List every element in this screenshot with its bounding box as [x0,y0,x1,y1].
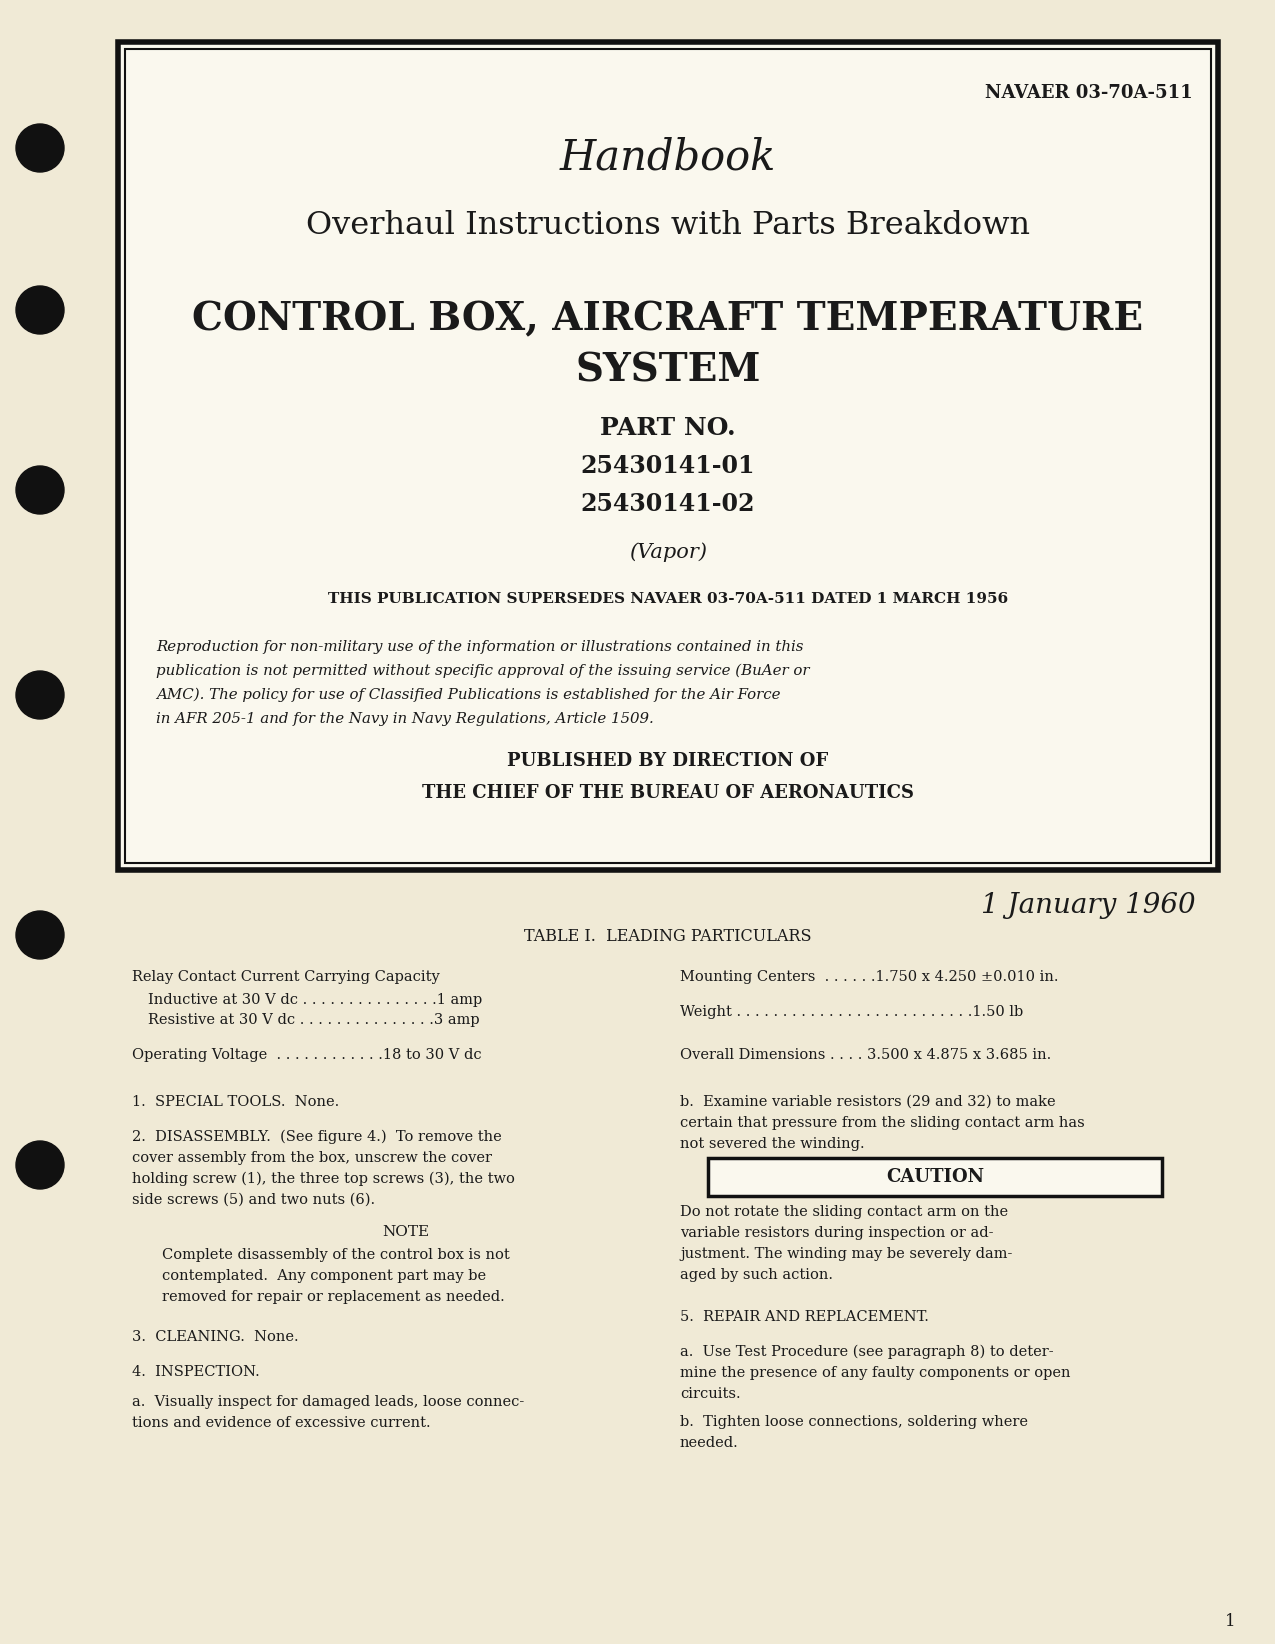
Text: 1 January 1960: 1 January 1960 [982,893,1196,919]
Text: 25430141-01: 25430141-01 [580,454,755,478]
Bar [125,49,1211,863]
Text: THIS PUBLICATION SUPERSEDES NAVAER 03-70A-511 DATED 1 MARCH 1956: THIS PUBLICATION SUPERSEDES NAVAER 03-70… [328,592,1009,607]
Text: 2.  DISASSEMBLY.  (See figure 4.)  To remove the: 2. DISASSEMBLY. (See figure 4.) To remov… [133,1129,502,1144]
Text: NOTE: NOTE [382,1225,430,1240]
Text: side screws (5) and two nuts (6).: side screws (5) and two nuts (6). [133,1194,375,1207]
Text: holding screw (1), the three top screws (3), the two: holding screw (1), the three top screws … [133,1172,515,1187]
Text: TABLE I.  LEADING PARTICULARS: TABLE I. LEADING PARTICULARS [524,927,812,945]
Text: removed for repair or replacement as needed.: removed for repair or replacement as nee… [162,1291,505,1304]
Circle shape [17,465,64,515]
Text: Reproduction for non-military use of the information or illustrations contained : Reproduction for non-military use of the… [156,640,803,654]
Text: PUBLISHED BY DIRECTION OF: PUBLISHED BY DIRECTION OF [507,751,829,769]
Text: Operating Voltage  . . . . . . . . . . . .18 to 30 V dc: Operating Voltage . . . . . . . . . . . … [133,1047,482,1062]
Text: 25430141-02: 25430141-02 [580,492,755,516]
Text: Mounting Centers  . . . . . .1.750 x 4.250 ±0.010 in.: Mounting Centers . . . . . .1.750 x 4.25… [680,970,1058,985]
Text: Relay Contact Current Carrying Capacity: Relay Contact Current Carrying Capacity [133,970,440,985]
Text: SYSTEM: SYSTEM [575,352,761,390]
Text: contemplated.  Any component part may be: contemplated. Any component part may be [162,1269,486,1282]
Text: THE CHIEF OF THE BUREAU OF AERONAUTICS: THE CHIEF OF THE BUREAU OF AERONAUTICS [422,784,914,802]
Text: 1: 1 [1225,1613,1235,1629]
Text: Resistive at 30 V dc . . . . . . . . . . . . . . .3 amp: Resistive at 30 V dc . . . . . . . . . .… [148,1013,479,1028]
Text: not severed the winding.: not severed the winding. [680,1138,864,1151]
Text: Complete disassembly of the control box is not: Complete disassembly of the control box … [162,1248,510,1263]
Circle shape [17,123,64,173]
Text: needed.: needed. [680,1435,738,1450]
Text: in AFR 205-1 and for the Navy in Navy Regulations, Article 1509.: in AFR 205-1 and for the Navy in Navy Re… [156,712,654,727]
Text: variable resistors during inspection or ad-: variable resistors during inspection or … [680,1226,993,1240]
Circle shape [17,1141,64,1189]
Text: Do not rotate the sliding contact arm on the: Do not rotate the sliding contact arm on… [680,1205,1009,1218]
Text: mine the presence of any faulty components or open: mine the presence of any faulty componen… [680,1366,1071,1379]
Text: justment. The winding may be severely dam-: justment. The winding may be severely da… [680,1248,1012,1261]
Text: 4.  INSPECTION.: 4. INSPECTION. [133,1365,260,1379]
Text: tions and evidence of excessive current.: tions and evidence of excessive current. [133,1415,431,1430]
Text: Weight . . . . . . . . . . . . . . . . . . . . . . . . . .1.50 lb: Weight . . . . . . . . . . . . . . . . .… [680,1004,1024,1019]
Text: CONTROL BOX, AIRCRAFT TEMPERATURE: CONTROL BOX, AIRCRAFT TEMPERATURE [193,299,1144,339]
Text: a.  Use Test Procedure (see paragraph 8) to deter-: a. Use Test Procedure (see paragraph 8) … [680,1345,1053,1360]
Circle shape [17,671,64,718]
FancyBboxPatch shape [708,1157,1162,1195]
Text: Handbook: Handbook [560,136,776,179]
Text: b.  Tighten loose connections, soldering where: b. Tighten loose connections, soldering … [680,1415,1028,1429]
Text: publication is not permitted without specific approval of the issuing service (B: publication is not permitted without spe… [156,664,810,679]
Text: cover assembly from the box, unscrew the cover: cover assembly from the box, unscrew the… [133,1151,492,1166]
Circle shape [17,911,64,958]
Text: Overhaul Instructions with Parts Breakdown: Overhaul Instructions with Parts Breakdo… [306,210,1030,242]
Text: AMC). The policy for use of Classified Publications is established for the Air F: AMC). The policy for use of Classified P… [156,687,780,702]
Text: 3.  CLEANING.  None.: 3. CLEANING. None. [133,1330,298,1345]
Text: Overall Dimensions . . . . 3.500 x 4.875 x 3.685 in.: Overall Dimensions . . . . 3.500 x 4.875… [680,1047,1052,1062]
Text: (Vapor): (Vapor) [629,543,708,562]
Text: aged by such action.: aged by such action. [680,1268,833,1282]
Text: CAUTION: CAUTION [886,1167,984,1185]
Text: PART NO.: PART NO. [601,416,736,441]
Text: circuits.: circuits. [680,1388,741,1401]
Circle shape [17,286,64,334]
Text: a.  Visually inspect for damaged leads, loose connec-: a. Visually inspect for damaged leads, l… [133,1396,524,1409]
Text: Inductive at 30 V dc . . . . . . . . . . . . . . .1 amp: Inductive at 30 V dc . . . . . . . . . .… [148,993,482,1008]
Text: NAVAER 03-70A-511: NAVAER 03-70A-511 [986,84,1193,102]
Text: 1.  SPECIAL TOOLS.  None.: 1. SPECIAL TOOLS. None. [133,1095,339,1110]
Text: 5.  REPAIR AND REPLACEMENT.: 5. REPAIR AND REPLACEMENT. [680,1310,929,1323]
Bar [119,43,1218,870]
Text: b.  Examine variable resistors (29 and 32) to make: b. Examine variable resistors (29 and 32… [680,1095,1056,1110]
Text: certain that pressure from the sliding contact arm has: certain that pressure from the sliding c… [680,1116,1085,1129]
